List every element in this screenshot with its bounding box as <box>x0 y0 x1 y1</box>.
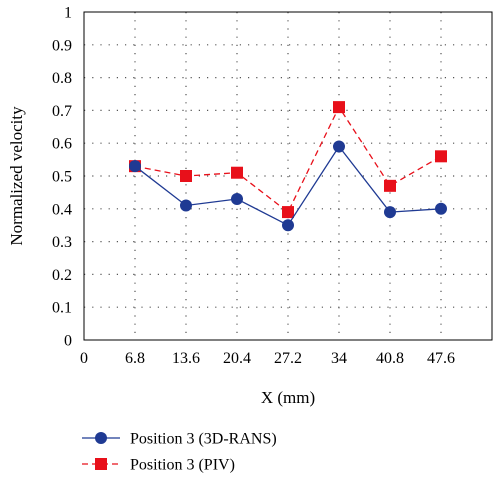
legend-marker <box>95 458 107 470</box>
x-tick-label: 0 <box>80 350 88 367</box>
y-tick-label: 0.2 <box>52 267 72 284</box>
data-point-marker <box>231 192 243 205</box>
x-tick-label: 13.6 <box>172 350 200 367</box>
y-tick-labels: 0 0.1 0.2 0.3 0.4 0.5 0.6 0.7 0.8 0.9 1 <box>52 5 72 350</box>
data-point-marker <box>282 219 294 232</box>
legend-item: Position 3 (PIV) <box>82 457 235 474</box>
legend-label: Position 3 (PIV) <box>130 457 235 474</box>
y-tick-label: 0.5 <box>52 169 72 186</box>
data-point-marker <box>384 179 396 192</box>
data-point-marker <box>333 140 345 153</box>
series-rans <box>129 140 447 232</box>
data-point-marker <box>282 206 294 219</box>
legend-label: Position 3 (3D-RANS) <box>130 431 277 448</box>
x-tick-label: 40.8 <box>376 350 404 367</box>
data-point-marker <box>333 101 345 114</box>
data-point-marker <box>384 206 396 219</box>
y-tick-label: 0.3 <box>52 234 72 251</box>
plot-frame <box>83 11 493 341</box>
data-point-marker <box>435 150 447 163</box>
y-tick-label: 0.9 <box>52 37 72 54</box>
x-tick-label: 6.8 <box>125 350 145 367</box>
x-tick-label: 27.2 <box>274 350 302 367</box>
y-tick-label: 0.1 <box>52 300 72 317</box>
legend-item: Position 3 (3D-RANS) <box>82 431 277 448</box>
y-tick-label: 0.8 <box>52 70 72 87</box>
x-tick-labels: 0 6.8 13.6 20.4 27.2 34 40.8 47.6 <box>80 350 455 367</box>
y-tick-label: 0.4 <box>52 201 72 218</box>
x-tick-label: 20.4 <box>223 350 251 367</box>
data-point-marker <box>231 166 243 179</box>
y-tick-label: 0.7 <box>52 103 72 120</box>
y-tick-label: 0.6 <box>52 136 72 153</box>
legend-marker <box>95 432 107 444</box>
y-tick-label: 1 <box>64 5 72 22</box>
series <box>129 101 447 232</box>
data-point-marker <box>435 202 447 215</box>
legend: Position 3 (3D-RANS) Position 3 (PIV) <box>82 431 277 474</box>
y-tick-label: 0 <box>64 333 72 350</box>
x-axis-title: X (mm) <box>261 388 315 407</box>
x-tick-label: 47.6 <box>427 350 455 367</box>
data-point-marker <box>180 199 192 212</box>
data-point-marker <box>180 170 192 182</box>
y-axis-title: Normalized velocity <box>7 106 26 246</box>
x-tick-label: 34 <box>331 350 347 367</box>
grid <box>84 12 492 340</box>
data-point-marker <box>129 160 141 173</box>
